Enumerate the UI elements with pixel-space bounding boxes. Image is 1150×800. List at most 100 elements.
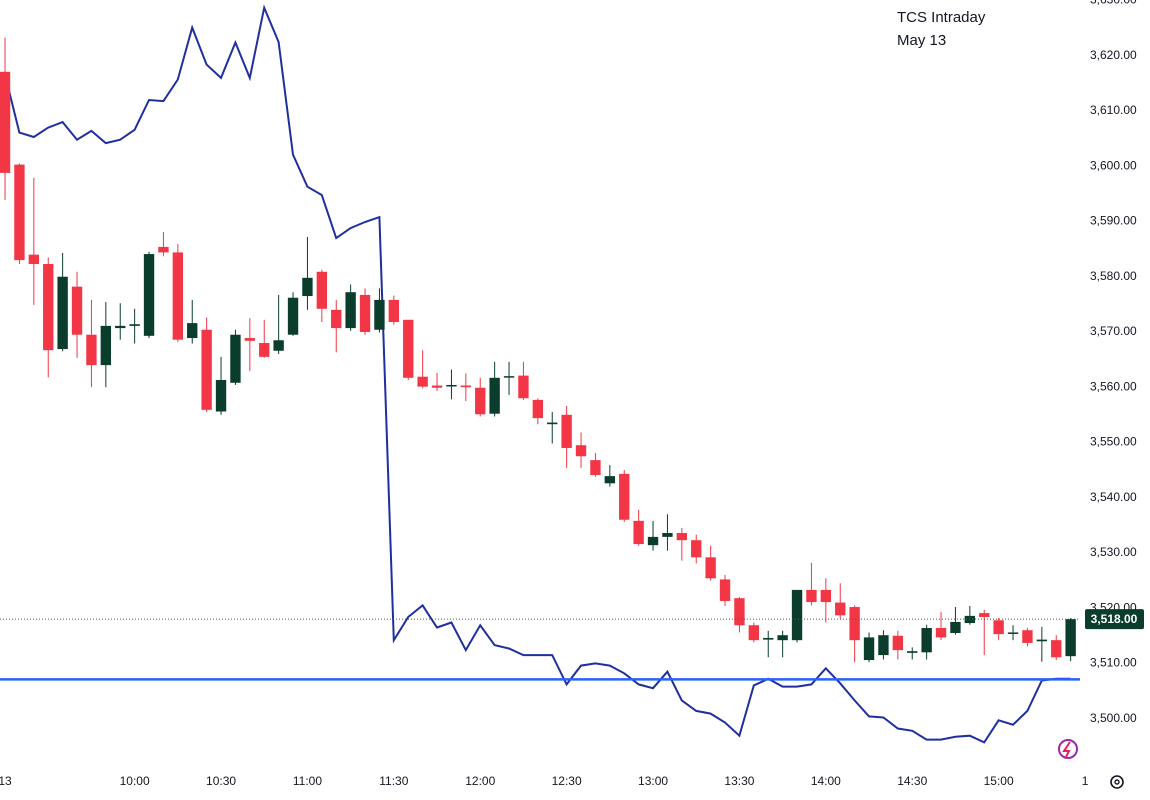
candle-body — [1036, 639, 1048, 642]
candle-body — [446, 384, 457, 387]
y-tick-label: 3,570.00 — [1090, 324, 1137, 338]
candle-body — [748, 625, 760, 641]
candle-body — [806, 589, 817, 603]
candle-body — [1065, 619, 1076, 657]
candle-body — [993, 620, 1004, 635]
candle-body — [604, 476, 616, 484]
x-tick-label: 12:30 — [552, 774, 582, 788]
candle-body — [705, 557, 716, 579]
candle-body — [86, 334, 97, 366]
x-tick-label: 12:00 — [465, 774, 495, 788]
candle-body — [532, 399, 544, 419]
candle-body — [1051, 640, 1062, 658]
candle-body — [633, 520, 644, 545]
candle-body — [71, 286, 83, 335]
candle-body — [763, 637, 774, 640]
candle-body — [849, 607, 860, 641]
candle-body — [719, 579, 731, 601]
x-tick-label: 14:30 — [897, 774, 927, 788]
y-tick-label: 3,610.00 — [1090, 103, 1137, 117]
candle-body — [1007, 632, 1019, 634]
candle-body — [316, 271, 328, 309]
candle-body — [259, 343, 270, 357]
candle-body — [575, 445, 587, 457]
plot-area — [0, 4, 1080, 744]
y-tick-label: 3,560.00 — [1090, 379, 1137, 393]
candle-body — [345, 292, 356, 329]
y-tick-label: 3,510.00 — [1090, 656, 1137, 670]
candle-body — [863, 637, 875, 661]
candle-body — [662, 533, 673, 537]
candle-body — [907, 651, 918, 653]
candle-body — [28, 254, 40, 265]
candle-body — [518, 375, 529, 399]
candle-body — [287, 297, 299, 335]
y-tick-label: 3,630.00 — [1090, 0, 1137, 7]
candle-body — [950, 621, 961, 633]
candle-body — [590, 460, 601, 476]
candle-body — [503, 376, 515, 378]
y-tick-label: 3,550.00 — [1090, 435, 1137, 449]
x-tick-label: 11:30 — [379, 774, 408, 788]
candle-body — [388, 299, 400, 323]
assistant-icon[interactable] — [1058, 739, 1078, 759]
candle-body — [489, 377, 500, 414]
overlay-line — [4, 4, 1071, 744]
x-tick-label: 10:30 — [206, 774, 236, 788]
candle-body — [475, 387, 486, 415]
candle-body — [820, 589, 832, 603]
x-tick-label: 15:00 — [984, 774, 1014, 788]
candle-body — [187, 323, 198, 339]
y-tick-label: 3,500.00 — [1090, 711, 1137, 725]
candle-body — [619, 473, 630, 520]
candle-body — [359, 294, 371, 332]
candle-body — [129, 324, 140, 326]
candle-body — [244, 338, 256, 341]
candle-body — [0, 71, 11, 173]
candle-body — [201, 329, 212, 410]
candle-body — [691, 540, 702, 558]
y-tick-label: 3,530.00 — [1090, 545, 1137, 559]
candle-body — [374, 299, 385, 330]
gear-outer — [1110, 775, 1124, 789]
x-tick-label: 14:00 — [811, 774, 841, 788]
candle-body — [561, 414, 572, 448]
settings-icon[interactable] — [1110, 775, 1124, 789]
candle-body — [403, 319, 414, 378]
gear-inner — [1114, 779, 1120, 785]
candle-body — [215, 380, 227, 412]
candle-body — [302, 277, 313, 297]
candle-body — [647, 536, 659, 546]
x-tick-label: 10:00 — [120, 774, 150, 788]
candle-body — [921, 628, 932, 653]
candle-body — [100, 325, 112, 366]
icon-ring — [1058, 739, 1078, 759]
candle-body — [230, 334, 241, 383]
chart-subtitle: May 13 — [897, 32, 946, 49]
chart-title: TCS Intraday — [897, 9, 986, 26]
candle-body — [331, 309, 342, 329]
candle-body — [979, 613, 990, 617]
candle-body — [431, 385, 443, 388]
candle-body — [892, 635, 904, 651]
y-tick-label: 3,580.00 — [1090, 269, 1137, 283]
candle-body — [777, 635, 788, 641]
x-tick-label: 11:00 — [293, 774, 322, 788]
x-tick-label: 13:30 — [724, 774, 754, 788]
candle-body — [417, 376, 428, 387]
candle-body — [547, 422, 558, 425]
candle-body — [676, 533, 688, 541]
candle-body — [172, 252, 184, 340]
y-tick-label: 3,600.00 — [1090, 158, 1137, 172]
candle-body — [460, 385, 472, 388]
x-tick-label: 1 — [1082, 774, 1089, 788]
y-tick-label: 3,620.00 — [1090, 48, 1137, 62]
candle-body — [878, 635, 889, 656]
candle-body — [57, 276, 68, 350]
candle-body — [835, 602, 846, 616]
y-tick-label: 3,540.00 — [1090, 490, 1137, 504]
x-tick-label: 13 — [0, 774, 12, 788]
candle-body — [1022, 630, 1033, 643]
x-tick-label: 13:00 — [638, 774, 668, 788]
